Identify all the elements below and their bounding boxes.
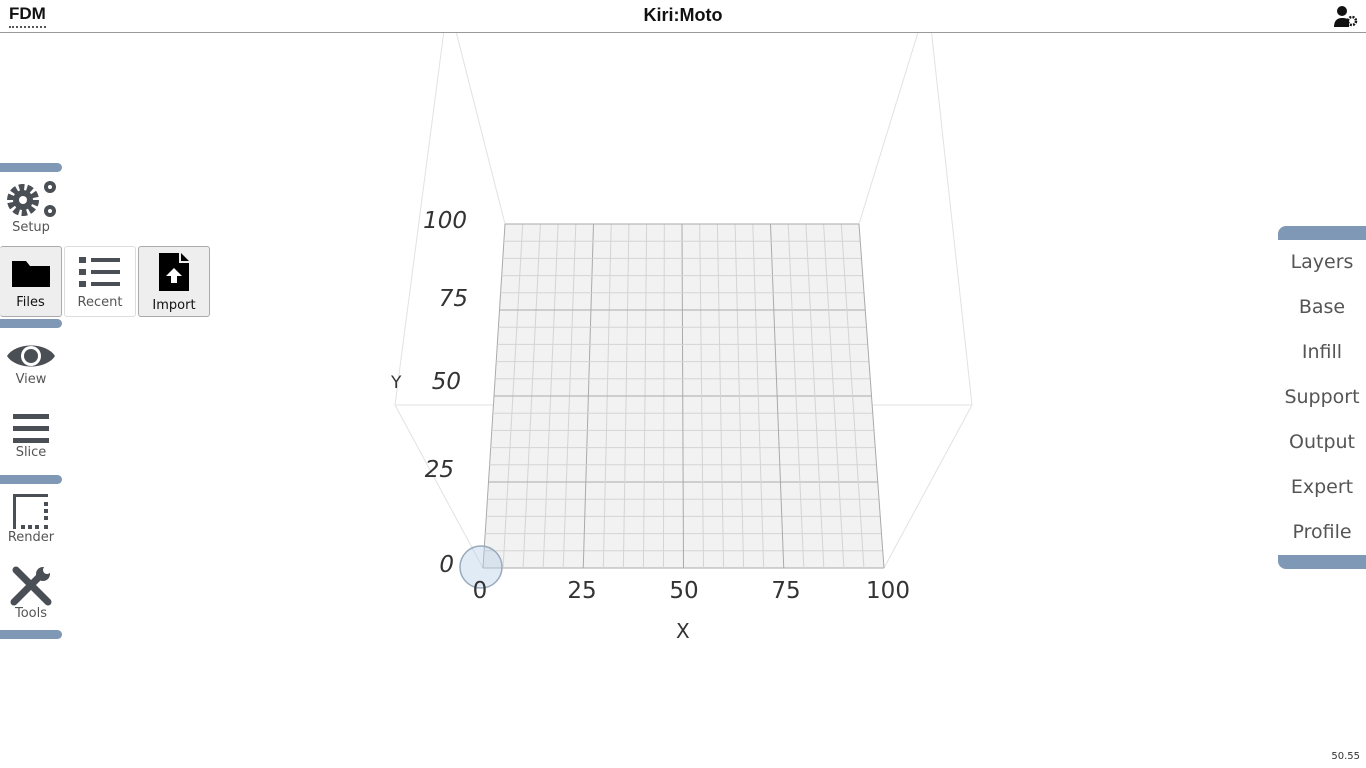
menu-infill[interactable]: Infill xyxy=(1301,341,1343,363)
x-axis-label: X xyxy=(676,619,690,643)
y-tick-label: 100 xyxy=(423,208,467,234)
grid-line xyxy=(858,223,885,569)
origin-marker xyxy=(459,545,503,589)
app-title: Kiri:Moto xyxy=(643,5,723,25)
grid-line xyxy=(699,223,705,569)
y-tick-label: 25 xyxy=(424,457,454,483)
tools-label: Tools xyxy=(14,606,48,621)
wireframe-edge xyxy=(883,404,973,569)
import-label: Import xyxy=(152,298,196,313)
y-axis-label: Y xyxy=(391,373,402,393)
y-tick-label: 0 xyxy=(439,552,454,578)
bars-icon xyxy=(13,414,49,443)
y-tick-label: 75 xyxy=(438,286,468,312)
x-tick-label: 100 xyxy=(866,578,910,604)
grid-line xyxy=(840,223,865,569)
x-tick-label: 50 xyxy=(669,578,699,604)
y-tick-label: 50 xyxy=(431,369,461,395)
menu-separator xyxy=(0,319,62,328)
wireframe-edge xyxy=(927,0,973,406)
menu-profile[interactable]: Profile xyxy=(1292,521,1352,543)
menu-separator xyxy=(0,475,62,484)
view-button[interactable]: View xyxy=(0,340,62,387)
x-tick-label: 75 xyxy=(771,578,801,604)
x-tick-label: 25 xyxy=(567,578,597,604)
list-icon xyxy=(79,257,120,287)
recent-button[interactable]: Recent xyxy=(64,246,136,317)
grid-line xyxy=(805,223,825,569)
grid-line xyxy=(823,223,845,569)
menu-separator xyxy=(1278,555,1366,569)
slice-label: Slice xyxy=(15,445,47,460)
wireframe-edge xyxy=(394,404,484,569)
wireframe-edge xyxy=(447,0,506,225)
menu-separator xyxy=(0,630,62,639)
setup-label: Setup xyxy=(12,220,50,235)
wireframe-edge xyxy=(858,0,929,225)
grid-line xyxy=(787,223,805,569)
render-button[interactable]: Render xyxy=(0,494,62,545)
import-button[interactable]: Import xyxy=(138,246,210,317)
grid-line xyxy=(716,223,725,569)
grid-line xyxy=(752,223,765,569)
menu-expert[interactable]: Expert xyxy=(1290,476,1354,498)
folder-icon xyxy=(11,261,50,287)
wireframe-edge xyxy=(394,0,449,406)
tools-icon xyxy=(10,566,52,606)
menu-output[interactable]: Output xyxy=(1289,431,1355,453)
file-import-icon xyxy=(159,253,189,291)
gears-icon xyxy=(7,181,56,217)
files-button[interactable]: Files xyxy=(0,246,62,317)
view-label: View xyxy=(15,372,47,387)
menu-base[interactable]: Base xyxy=(1298,296,1346,318)
menu-layers[interactable]: Layers xyxy=(1290,251,1354,273)
menu-separator xyxy=(0,163,62,172)
render-label: Render xyxy=(7,530,55,545)
eye-icon xyxy=(7,345,55,367)
slice-button[interactable]: Slice xyxy=(0,413,62,460)
settings-menu: Layers Base Infill Support Output Expert… xyxy=(1278,226,1366,569)
mode-selector[interactable]: FDM xyxy=(9,4,46,28)
user-gear-icon[interactable] xyxy=(1334,5,1358,27)
setup-button[interactable]: Setup xyxy=(0,178,62,235)
files-label: Files xyxy=(16,295,45,310)
grid-line xyxy=(770,223,785,569)
menu-support[interactable]: Support xyxy=(1284,386,1360,408)
top-bar: FDM Kiri:Moto xyxy=(0,0,1366,33)
grid-line xyxy=(734,223,745,569)
fps-readout: 50.55 xyxy=(1331,751,1360,762)
border-style-icon xyxy=(13,494,48,529)
x-tick-label: 0 xyxy=(472,578,488,604)
recent-label: Recent xyxy=(77,295,123,310)
menu-separator xyxy=(1278,226,1366,240)
tools-button[interactable]: Tools xyxy=(0,566,62,621)
